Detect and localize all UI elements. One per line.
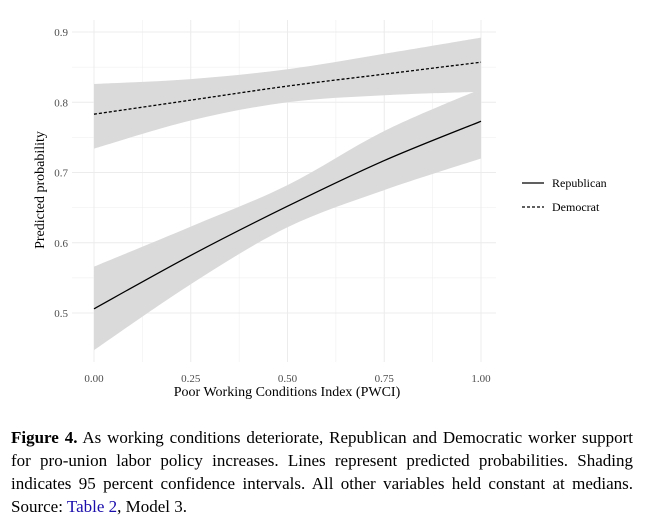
tick-layer: 0.5 0.6 0.7 0.8 0.9 0.00 0.25 0.50 0.75 1.00	[54, 27, 491, 385]
x-axis-title: Poor Working Conditions Index (PWCI)	[174, 385, 401, 400]
y-axis-title: Predicted probability	[33, 131, 48, 249]
ci-ribbon-democrat	[94, 37, 481, 149]
x-tick-label: 1.00	[471, 373, 491, 385]
caption-label: Figure 4.	[11, 428, 78, 447]
ribbon-layer	[94, 37, 481, 351]
x-tick-label: 0.75	[375, 373, 395, 385]
line-republican	[93, 120, 482, 310]
y-tick-label: 0.9	[54, 27, 68, 39]
y-tick-label: 0.7	[54, 168, 68, 180]
line-democrat	[93, 61, 482, 115]
chart-area: 0.5 0.6 0.7 0.8 0.9 0.00 0.25 0.50 0.75 1.00 Poor…	[33, 20, 607, 400]
legend: Republican Democrat	[522, 176, 607, 214]
caption-text-end: , Model 3.	[117, 497, 188, 516]
y-tick-label: 0.5	[54, 308, 68, 320]
table-2-link[interactable]: Table 2	[66, 497, 118, 516]
ci-ribbon-republican	[94, 88, 481, 351]
legend-label-democrat: Democrat	[552, 200, 600, 214]
line-layer	[93, 61, 482, 310]
y-tick-label: 0.8	[54, 97, 68, 109]
x-tick-label: 0.50	[278, 373, 298, 385]
y-tick-label: 0.6	[54, 238, 68, 250]
x-tick-label: 0.00	[84, 373, 104, 385]
x-tick-label: 0.25	[181, 373, 201, 385]
legend-label-republican: Republican	[552, 176, 607, 190]
caption-text: As working conditions deteriorate, Repub…	[11, 428, 633, 516]
figure-caption: Figure 4. As working conditions deterior…	[11, 426, 633, 518]
